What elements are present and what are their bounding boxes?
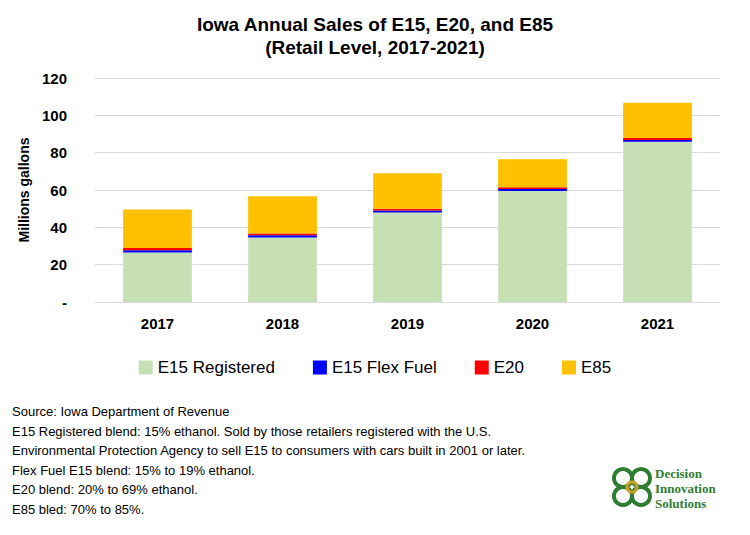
svg-text:Millions gallons: Millions gallons (16, 137, 32, 242)
svg-text:2020: 2020 (516, 315, 549, 332)
svg-text:2017: 2017 (141, 315, 174, 332)
svg-text:Flex Fuel E15 blend: 15% to 19: Flex Fuel E15 blend: 15% to 19% ethanol. (12, 463, 255, 478)
svg-text:-: - (62, 294, 67, 311)
svg-text:E20: E20 (494, 358, 524, 377)
svg-text:2019: 2019 (391, 315, 424, 332)
svg-text:E15 Flex Fuel: E15 Flex Fuel (332, 358, 437, 377)
svg-text:20: 20 (50, 256, 67, 273)
svg-text:60: 60 (50, 182, 67, 199)
svg-text:2018: 2018 (266, 315, 299, 332)
svg-text:40: 40 (50, 219, 67, 236)
svg-text:E15 Registered blend: 15% etha: E15 Registered blend: 15% ethanol. Sold … (12, 424, 491, 439)
svg-text:(Retail Level, 2017-2021): (Retail Level, 2017-2021) (265, 37, 485, 58)
svg-text:E85: E85 (581, 358, 611, 377)
svg-text:2021: 2021 (641, 315, 674, 332)
svg-text:80: 80 (50, 144, 67, 161)
svg-text:Decision: Decision (655, 466, 703, 481)
svg-text:Environmental Protection Agenc: Environmental Protection Agency to sell … (12, 443, 525, 458)
svg-text:120: 120 (42, 70, 67, 87)
svg-text:Innovation: Innovation (655, 481, 716, 496)
svg-text:Source: Iowa Department of Rev: Source: Iowa Department of Revenue (12, 404, 230, 419)
svg-text:100: 100 (42, 107, 67, 124)
svg-text:E15 Registered: E15 Registered (158, 358, 275, 377)
svg-text:Solutions: Solutions (655, 496, 706, 511)
svg-text:E85 bled: 70% to 85%.: E85 bled: 70% to 85%. (12, 502, 144, 517)
svg-text:E20 blend: 20% to 69% ethanol.: E20 blend: 20% to 69% ethanol. (12, 482, 198, 497)
svg-text:Iowa Annual Sales of E15, E20,: Iowa Annual Sales of E15, E20, and E85 (197, 14, 554, 35)
